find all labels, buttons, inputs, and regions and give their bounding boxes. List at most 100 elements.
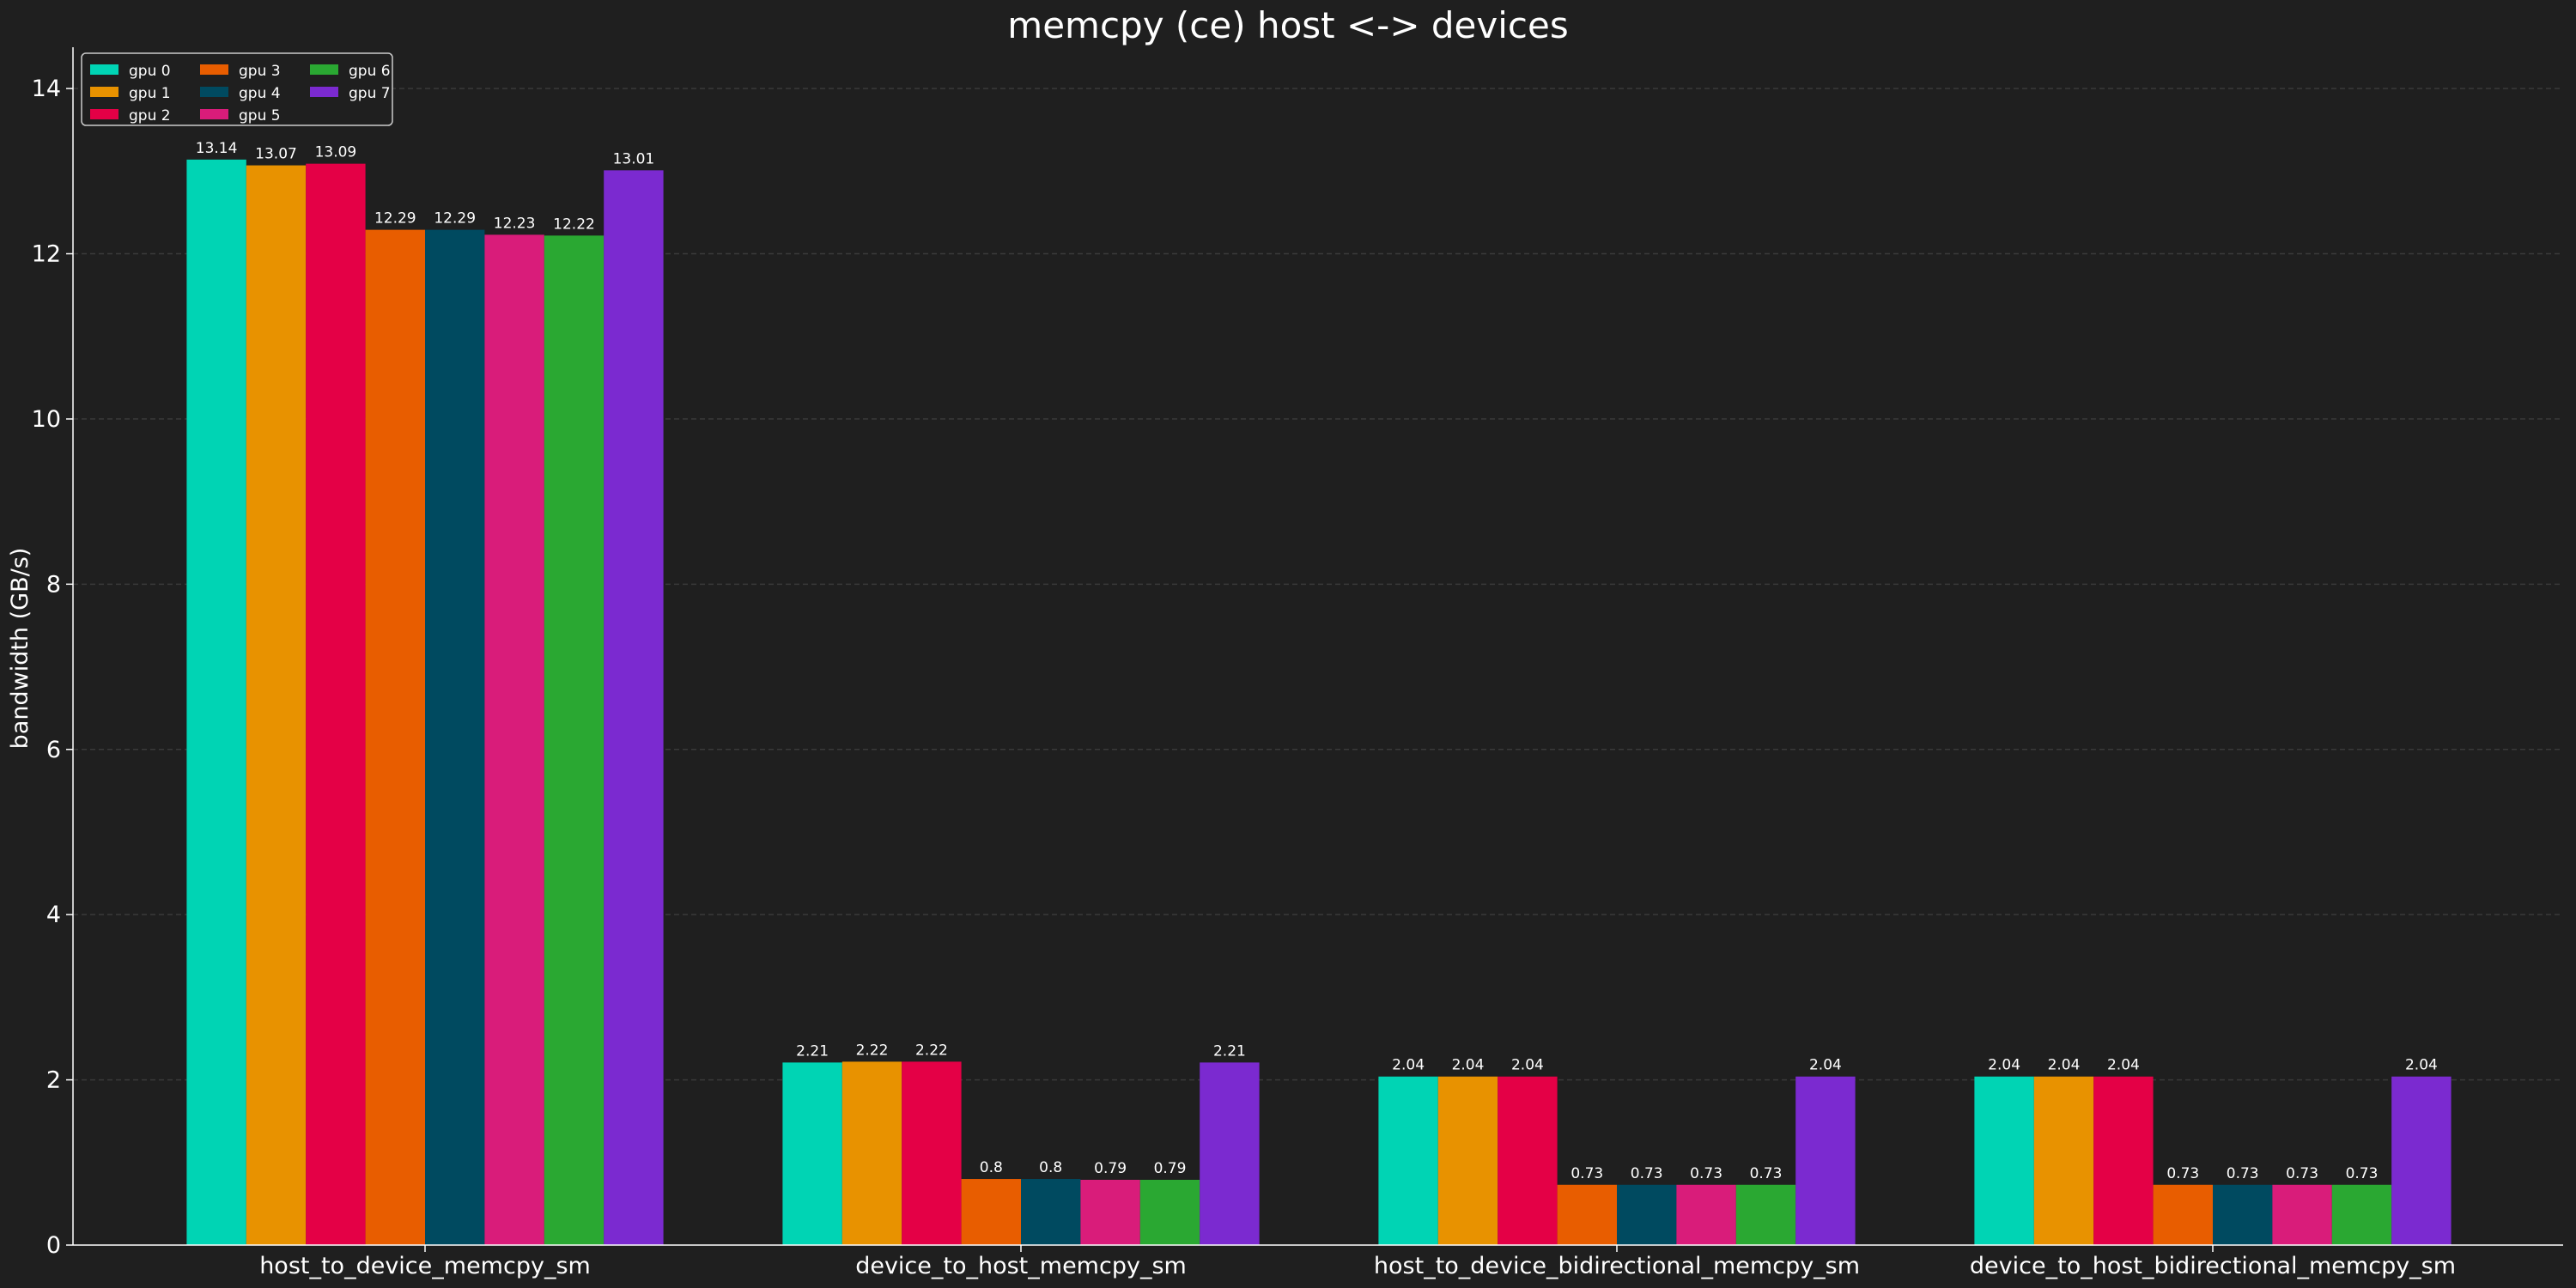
legend-entry: gpu 6 (349, 63, 391, 80)
data-label: 12.29 (434, 210, 476, 228)
legend-swatch (200, 64, 228, 75)
data-label: 2.22 (856, 1042, 889, 1059)
legend-swatch (310, 64, 338, 75)
bar (544, 235, 605, 1246)
data-label: 0.8 (980, 1159, 1003, 1176)
data-label: 13.14 (196, 140, 238, 157)
data-label: 2.04 (1988, 1057, 2020, 1074)
data-label: 12.23 (494, 215, 536, 232)
legend-swatch (310, 87, 338, 97)
data-label: 2.04 (2405, 1057, 2438, 1074)
bar (1437, 1076, 1498, 1245)
x-tick-label: host_to_device_memcpy_sm (259, 1253, 591, 1279)
bar (902, 1061, 962, 1245)
bar (2093, 1076, 2154, 1245)
bars (186, 159, 2451, 1246)
bar (782, 1062, 842, 1245)
bar (2272, 1184, 2332, 1245)
data-label: 2.21 (1213, 1042, 1246, 1060)
y-tick-label: 12 (32, 241, 61, 268)
data-label: 12.29 (374, 210, 416, 228)
legend: gpu 0 gpu 1 gpu 2 gpu 3 gpu 4 gpu 5 gpu 6 gpu 7 (81, 52, 393, 126)
y-tick-label: 2 (46, 1067, 61, 1094)
legend-entry: gpu 3 (239, 63, 281, 80)
bar (2391, 1076, 2451, 1245)
data-label: 0.79 (1154, 1160, 1187, 1177)
legend-swatch (90, 109, 118, 119)
data-label: 2.04 (1452, 1057, 1485, 1074)
data-label: 2.04 (1511, 1057, 1544, 1074)
y-tick-label: 8 (46, 571, 61, 598)
axes (66, 47, 2563, 1252)
bar (1498, 1076, 1558, 1245)
x-tick-label: device_to_host_bidirectional_memcpy_sm (1970, 1253, 2456, 1279)
data-label: 0.73 (2166, 1165, 2199, 1182)
data-labels: 13.14 13.07 13.09 12.29 12.29 12.23 12.22 13.01… (196, 140, 2438, 1182)
y-tick-label: 0 (46, 1232, 61, 1259)
bar (365, 229, 425, 1246)
legend-swatch (90, 64, 118, 75)
chart-title: memcpy (ce) host <-> devices (1007, 4, 1568, 46)
bar (1974, 1076, 2034, 1245)
bar (1735, 1184, 1796, 1245)
data-label: 0.73 (2346, 1165, 2379, 1182)
bar (186, 159, 246, 1245)
bar (484, 234, 544, 1245)
data-label: 2.21 (796, 1042, 829, 1060)
bar (604, 170, 664, 1246)
y-tick-label: 6 (46, 737, 61, 763)
bar (1378, 1076, 1438, 1245)
data-label: 12.22 (553, 216, 595, 233)
x-tick-labels: host_to_device_memcpy_sm device_to_host_m… (259, 1253, 2456, 1279)
y-tick-label: 14 (32, 76, 61, 102)
data-label: 2.22 (915, 1042, 948, 1059)
bar (246, 165, 307, 1245)
data-label: 2.04 (2048, 1057, 2081, 1074)
legend-entry: gpu 1 (129, 85, 171, 102)
legend-entry: gpu 2 (129, 107, 171, 125)
data-label: 2.04 (2107, 1057, 2140, 1074)
bar (1200, 1062, 1260, 1245)
bar (1795, 1076, 1856, 1245)
bar (1021, 1179, 1081, 1245)
legend-entry: gpu 4 (239, 85, 281, 102)
legend-entry: gpu 7 (349, 85, 391, 102)
data-label: 0.73 (2227, 1165, 2259, 1182)
y-tick-label: 10 (32, 406, 61, 433)
bar (1139, 1179, 1200, 1245)
bar (841, 1061, 902, 1245)
bar (2033, 1076, 2094, 1245)
bar (961, 1179, 1021, 1245)
y-tick-labels: 0 2 4 6 8 10 12 14 (32, 76, 61, 1259)
data-label: 0.73 (2286, 1165, 2318, 1182)
bar (2153, 1184, 2213, 1245)
data-label: 0.73 (1690, 1165, 1722, 1182)
legend-swatch (200, 109, 228, 119)
data-label: 13.01 (613, 150, 655, 167)
bar (2213, 1184, 2273, 1245)
data-label: 0.73 (1571, 1165, 1603, 1182)
bar (425, 229, 485, 1246)
bar (1080, 1179, 1140, 1245)
data-label: 0.73 (1631, 1165, 1663, 1182)
data-label: 13.09 (315, 144, 357, 161)
data-label: 0.73 (1750, 1165, 1783, 1182)
legend-entry: gpu 0 (129, 63, 171, 80)
bar (1617, 1184, 1677, 1245)
data-label: 0.8 (1039, 1159, 1062, 1176)
y-tick-label: 4 (46, 902, 61, 928)
data-label: 2.04 (1392, 1057, 1425, 1074)
legend-swatch (90, 87, 118, 97)
data-label: 0.79 (1094, 1160, 1127, 1177)
x-tick-label: host_to_device_bidirectional_memcpy_sm (1374, 1253, 1860, 1279)
bar (306, 163, 366, 1245)
legend-entry: gpu 5 (239, 107, 281, 125)
bar (1557, 1184, 1617, 1245)
data-label: 2.04 (1809, 1057, 1842, 1074)
legend-swatch (200, 87, 228, 97)
y-axis-label: bandwidth (GB/s) (7, 548, 33, 750)
data-label: 13.07 (255, 146, 297, 163)
bar (1676, 1184, 1736, 1245)
x-tick-label: device_to_host_memcpy_sm (855, 1253, 1187, 1279)
